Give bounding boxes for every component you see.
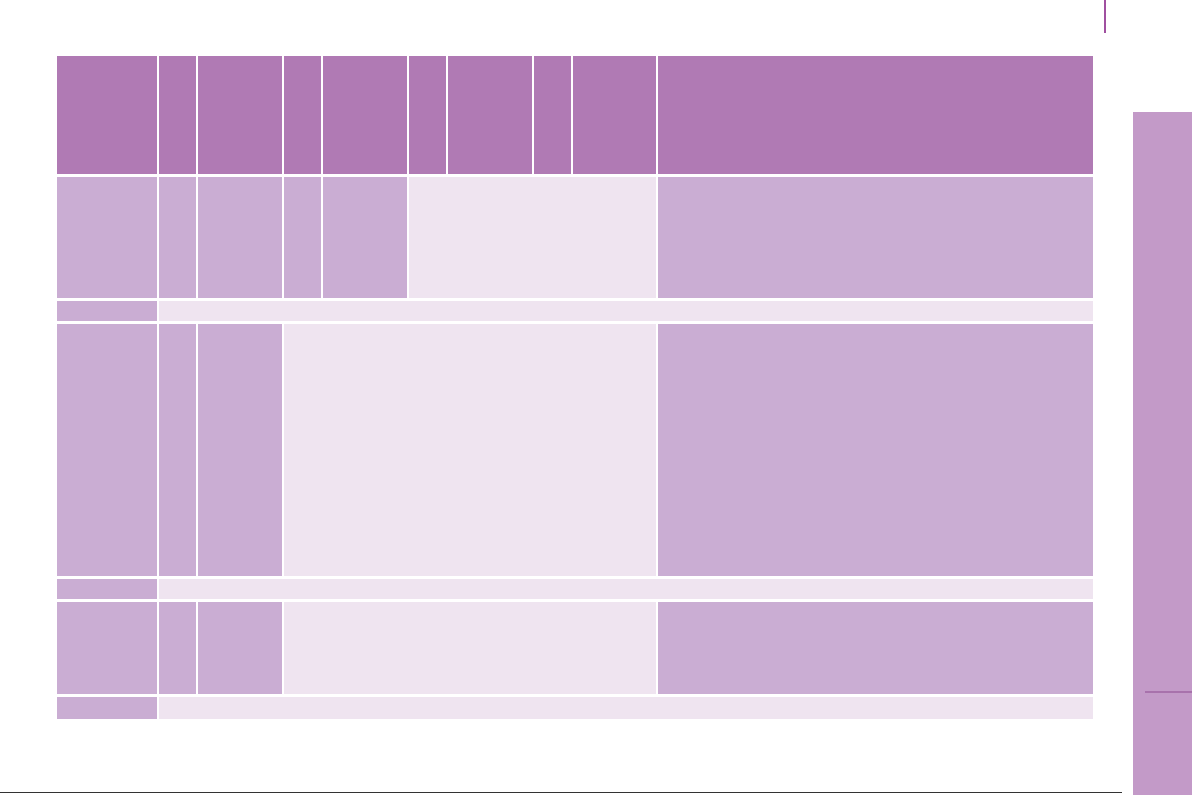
table-cell xyxy=(57,602,157,694)
table-cell xyxy=(198,324,282,576)
table-cell xyxy=(159,301,1093,321)
table-cell xyxy=(409,177,656,298)
table-cell xyxy=(658,324,1093,576)
table-cell xyxy=(57,579,157,599)
table-cell xyxy=(57,177,157,298)
table-cell xyxy=(159,324,196,576)
header-cell xyxy=(323,56,407,174)
table-cell xyxy=(198,177,282,298)
table-cell xyxy=(658,177,1093,298)
header-cell xyxy=(448,56,532,174)
table-cell xyxy=(658,602,1093,694)
table-cell xyxy=(284,602,656,694)
footer-rule xyxy=(0,792,1122,793)
side-tab-rule xyxy=(1145,691,1192,693)
table-cell xyxy=(323,177,407,298)
header-cell xyxy=(409,56,446,174)
corner-rule xyxy=(1104,0,1106,33)
header-cell xyxy=(534,56,571,174)
table-cell xyxy=(159,602,196,694)
table-cell xyxy=(57,301,157,321)
header-cell xyxy=(658,56,1093,174)
header-cell xyxy=(198,56,282,174)
table-cell xyxy=(159,697,1093,719)
table-cell xyxy=(57,697,157,719)
table-cell xyxy=(198,602,282,694)
header-cell xyxy=(284,56,321,174)
header-cell xyxy=(159,56,196,174)
table-cell xyxy=(284,177,321,298)
table-cell xyxy=(159,579,1093,599)
table-cell xyxy=(284,324,656,576)
header-cell xyxy=(573,56,656,174)
table-cell xyxy=(57,324,157,576)
table-cell xyxy=(159,177,196,298)
side-tab xyxy=(1133,112,1192,795)
header-cell xyxy=(57,56,157,174)
